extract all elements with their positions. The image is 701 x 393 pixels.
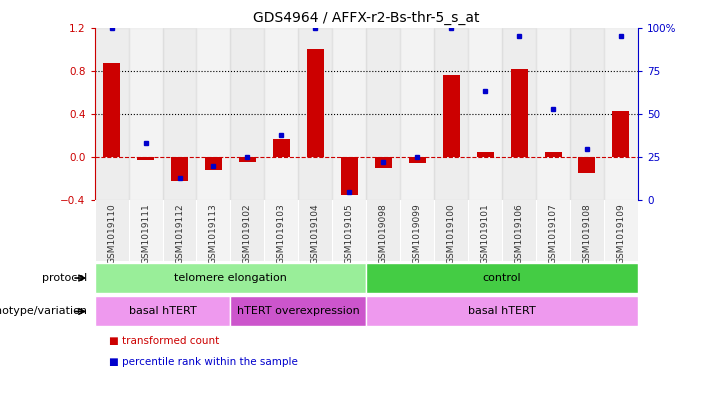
Bar	[367, 28, 400, 200]
Bar	[163, 200, 196, 261]
Text: ■ transformed count: ■ transformed count	[109, 336, 219, 346]
Text: control: control	[483, 273, 522, 283]
Bar	[604, 200, 638, 261]
Bar	[510, 68, 528, 157]
Text: GSM1019105: GSM1019105	[345, 204, 354, 264]
Text: genotype/variation: genotype/variation	[0, 307, 88, 316]
Text: GSM1019113: GSM1019113	[209, 204, 218, 264]
Bar	[434, 28, 468, 200]
Bar	[205, 157, 222, 170]
Bar	[95, 28, 128, 200]
Bar	[264, 200, 299, 261]
Bar	[536, 200, 570, 261]
Bar	[400, 200, 434, 261]
Text: GSM1019112: GSM1019112	[175, 204, 184, 264]
Bar	[477, 152, 494, 157]
Text: GSM1019110: GSM1019110	[107, 204, 116, 264]
Text: telomere elongation: telomere elongation	[174, 273, 287, 283]
Bar	[307, 49, 324, 157]
Text: GSM1019106: GSM1019106	[515, 204, 524, 264]
Bar	[409, 157, 426, 163]
Text: basal hTERT: basal hTERT	[129, 307, 196, 316]
Bar	[231, 200, 264, 261]
Bar	[196, 28, 231, 200]
Bar	[502, 28, 536, 200]
Bar	[613, 111, 629, 157]
Text: GSM1019111: GSM1019111	[141, 204, 150, 264]
Bar	[604, 28, 638, 200]
Text: GSM1019099: GSM1019099	[413, 204, 422, 264]
Text: GSM1019101: GSM1019101	[481, 204, 489, 264]
Bar	[163, 28, 196, 200]
Bar	[273, 139, 290, 157]
Bar	[231, 28, 264, 200]
Text: GSM1019098: GSM1019098	[379, 204, 388, 264]
Bar	[299, 28, 332, 200]
Text: GSM1019103: GSM1019103	[277, 204, 286, 264]
Bar	[545, 152, 562, 157]
Bar	[434, 200, 468, 261]
Bar	[299, 200, 332, 261]
Bar	[231, 296, 367, 327]
Bar	[239, 157, 256, 162]
Text: GSM1019108: GSM1019108	[583, 204, 592, 264]
Bar	[171, 157, 188, 181]
Bar	[468, 28, 502, 200]
Bar	[570, 28, 604, 200]
Bar	[332, 28, 366, 200]
Bar	[95, 296, 231, 327]
Bar	[196, 200, 231, 261]
Text: ■ percentile rank within the sample: ■ percentile rank within the sample	[109, 358, 297, 367]
Text: GSM1019104: GSM1019104	[311, 204, 320, 264]
Bar	[400, 28, 434, 200]
Bar	[502, 200, 536, 261]
Text: GSM1019109: GSM1019109	[616, 204, 625, 264]
Bar	[367, 200, 400, 261]
Bar	[375, 157, 392, 168]
Text: hTERT overexpression: hTERT overexpression	[237, 307, 360, 316]
Bar	[128, 200, 163, 261]
Bar	[128, 28, 163, 200]
Bar	[578, 157, 595, 173]
Bar	[468, 200, 502, 261]
Bar	[332, 200, 366, 261]
Text: basal hTERT: basal hTERT	[468, 307, 536, 316]
Bar	[95, 263, 366, 293]
Bar	[341, 157, 358, 195]
Bar	[536, 28, 570, 200]
Bar	[103, 63, 120, 157]
Bar	[264, 28, 299, 200]
Text: GSM1019100: GSM1019100	[447, 204, 456, 264]
Bar	[137, 157, 154, 160]
Text: GSM1019107: GSM1019107	[548, 204, 557, 264]
Bar	[570, 200, 604, 261]
Bar	[367, 296, 638, 327]
Title: GDS4964 / AFFX-r2-Bs-thr-5_s_at: GDS4964 / AFFX-r2-Bs-thr-5_s_at	[253, 11, 479, 25]
Bar	[367, 263, 638, 293]
Bar	[95, 200, 128, 261]
Text: protocol: protocol	[42, 273, 88, 283]
Bar	[442, 75, 460, 157]
Text: GSM1019102: GSM1019102	[243, 204, 252, 264]
